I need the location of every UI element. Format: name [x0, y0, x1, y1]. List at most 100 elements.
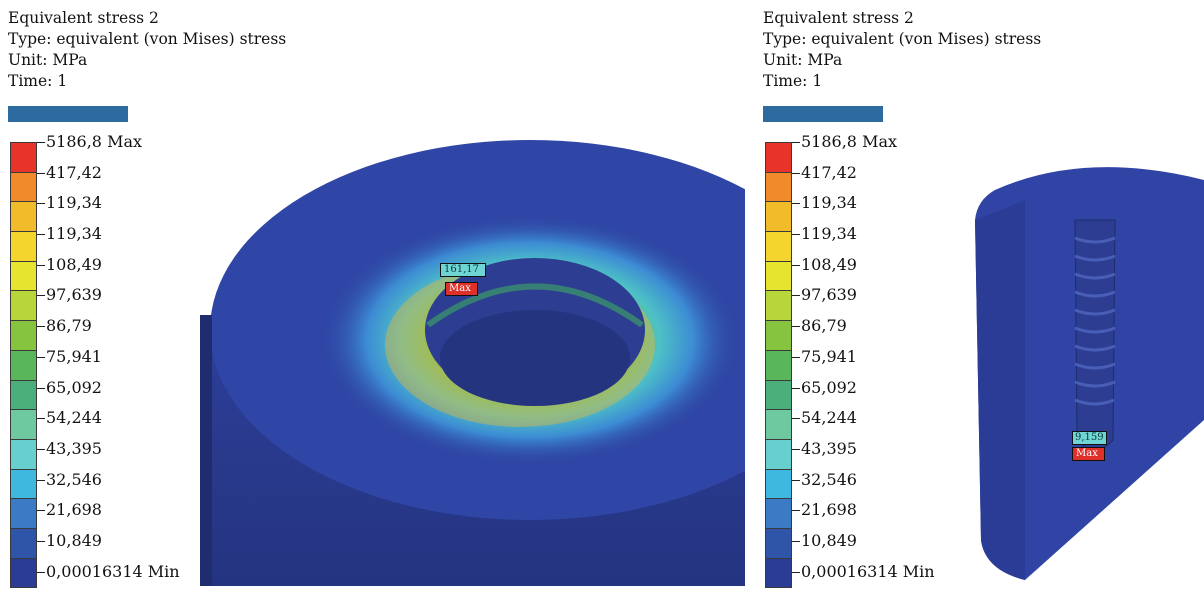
result-unit: Unit: MPa: [8, 51, 88, 69]
legend-swatch: [10, 557, 37, 589]
legend-label: 108,49: [792, 255, 992, 287]
legend-value: 54,244: [801, 408, 857, 428]
legend-tick: [37, 203, 45, 205]
legend-value: 10,849: [46, 530, 102, 550]
probe-max-label: Max: [1072, 447, 1105, 461]
legend-tick: [37, 326, 45, 328]
legend-swatch: [765, 409, 792, 440]
legend-tick: [792, 448, 800, 450]
legend-label: 75,941: [37, 346, 237, 379]
legend-label: 86,79: [37, 317, 237, 348]
legend-swatch: [765, 349, 792, 381]
legend-swatch: [10, 320, 37, 351]
legend-swatch: [765, 171, 792, 203]
legend-color-scale: [10, 142, 37, 589]
legend-tick: [37, 234, 45, 236]
legend-tick: [37, 142, 45, 143]
probe-max-label: Max: [445, 282, 478, 296]
legend-tick: [37, 356, 45, 358]
legend-value: 86,79: [46, 316, 92, 336]
legend-label: 54,244: [37, 409, 237, 440]
legend-swatch: [765, 498, 792, 529]
model-viewport[interactable]: [965, 160, 1204, 580]
legend-swatch: [765, 142, 792, 173]
legend-swatch: [765, 320, 792, 351]
legend-swatch: [10, 438, 37, 470]
legend-label: 119,34: [792, 225, 992, 256]
legend-label: 10,849: [37, 530, 237, 563]
legend-value: 417,42: [46, 162, 102, 182]
legend-value: 119,34: [46, 224, 102, 244]
legend-value: 5186,8 Max: [801, 132, 898, 151]
probe-value-label: 161,17: [440, 263, 486, 277]
legend-value: 43,395: [801, 438, 857, 458]
legend-label: 21,698: [37, 501, 237, 532]
legend-label: 119,34: [37, 194, 237, 225]
legend-value: 119,34: [46, 193, 102, 213]
legend-label: 75,941: [792, 347, 992, 379]
legend-value: 75,941: [46, 346, 102, 366]
legend-value: 97,639: [801, 285, 857, 305]
threaded-bore: [1074, 219, 1116, 451]
legend-label: 32,546: [37, 469, 237, 502]
legend-value: 32,546: [46, 469, 102, 489]
legend-swatch: [10, 231, 37, 262]
legend-label: 32,546: [792, 469, 992, 502]
legend-label: 10,849: [792, 531, 992, 563]
legend-swatch: [10, 290, 37, 322]
legend-label: 417,42: [792, 162, 992, 195]
legend-value: 119,34: [801, 193, 857, 213]
legend-swatch: [10, 527, 37, 559]
legend-tick: [792, 418, 800, 420]
legend-value: 108,49: [46, 254, 102, 274]
legend-tick: [37, 479, 45, 481]
legend-tick: [792, 510, 800, 512]
legend-label: 0,00016314 Min: [37, 562, 237, 593]
legend-swatch: [765, 379, 792, 411]
section-cut-face: [975, 200, 1025, 580]
legend-swatch: [10, 142, 37, 173]
legend-tick: [792, 142, 800, 143]
time-bar: [8, 106, 128, 122]
legend-swatch: [765, 468, 792, 500]
legend-tick: [792, 571, 800, 573]
legend-label: 65,092: [37, 377, 237, 410]
legend-value: 21,698: [46, 500, 102, 520]
legend-swatch: [10, 201, 37, 233]
legend-tick: [792, 356, 800, 358]
legend-label: 97,639: [37, 286, 237, 317]
legend-color-scale: [765, 142, 792, 589]
legend-value: 65,092: [46, 377, 102, 397]
legend-label: 21,698: [792, 501, 992, 532]
legend-tick: [792, 295, 800, 297]
legend-value: 32,546: [801, 469, 857, 489]
probe-value-label: 9,159: [1072, 431, 1107, 445]
legend-tick: [37, 172, 45, 174]
legend-label: 5186,8 Max: [792, 133, 992, 164]
legend-swatch: [765, 290, 792, 322]
legend-label: 417,42: [37, 162, 237, 195]
model-viewport[interactable]: [200, 130, 745, 586]
thread-lines: [1074, 236, 1116, 406]
legend-label: 65,092: [792, 378, 992, 410]
legend-tick: [37, 571, 45, 573]
legend-value: 119,34: [801, 224, 857, 244]
legend-tick: [37, 540, 45, 542]
legend-swatch: [10, 409, 37, 440]
legend-value: 97,639: [46, 285, 102, 305]
legend-label: 43,395: [37, 439, 237, 471]
legend-swatch: [10, 379, 37, 411]
legend-tick: [792, 172, 800, 174]
legend-tick: [792, 326, 800, 328]
legend-label: 119,34: [792, 194, 992, 225]
legend-swatch: [10, 260, 37, 292]
legend-value: 417,42: [801, 162, 857, 182]
legend-tick: [37, 264, 45, 266]
legend-swatch: [10, 349, 37, 381]
legend-tick: [792, 264, 800, 266]
legend-tick: [37, 510, 45, 512]
result-type: Type: equivalent (von Mises) stress: [8, 30, 287, 48]
legend-tick: [792, 234, 800, 236]
legend-label: 5186,8 Max: [37, 133, 237, 164]
legend-label: 54,244: [792, 409, 992, 440]
